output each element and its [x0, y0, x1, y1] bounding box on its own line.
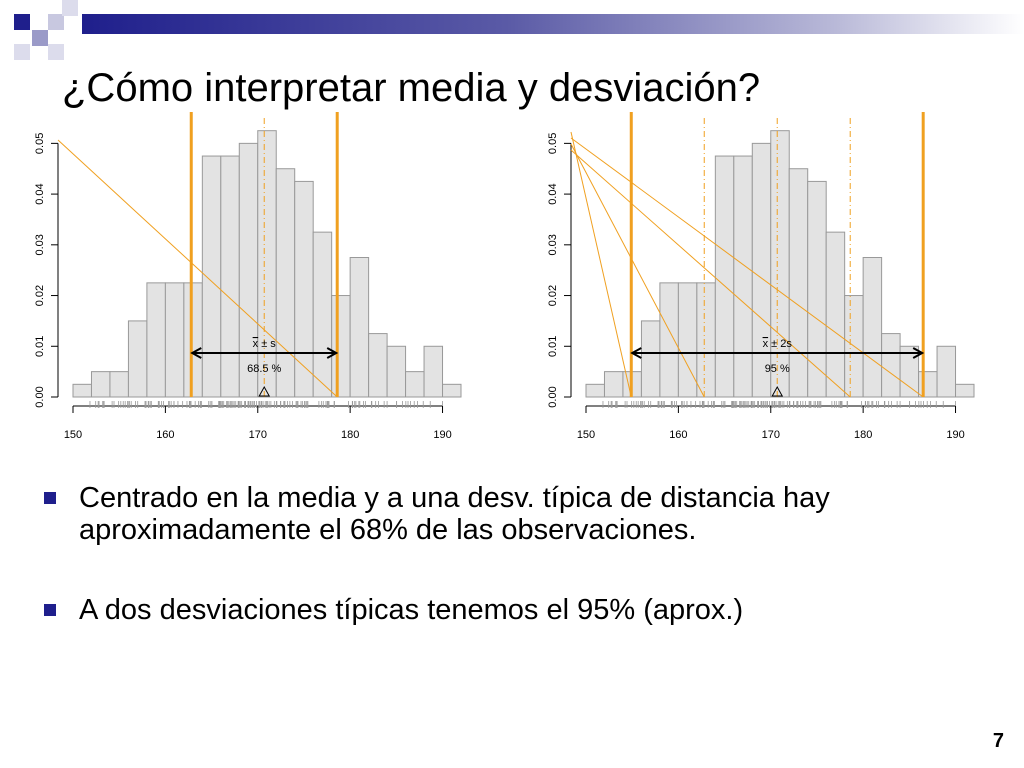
histogram-bar — [109, 371, 129, 398]
x-tick-label: 170 — [249, 429, 267, 441]
histogram-bar — [442, 383, 462, 398]
x-tick-label: 180 — [341, 429, 359, 441]
arrow-head-right-icon — [326, 347, 339, 359]
histogram-bar — [368, 333, 388, 398]
x-tick-label: 160 — [669, 429, 687, 441]
histogram-bar — [220, 155, 240, 398]
y-tick-label: 0.01 — [547, 336, 559, 357]
histogram-bar — [918, 371, 938, 398]
y-tick-label: 0.02 — [547, 285, 559, 306]
mean-triangle-icon — [771, 385, 784, 397]
mean-symbol: x — [253, 338, 259, 350]
histogram-bar — [936, 345, 957, 398]
decoration-square — [62, 0, 78, 16]
histogram-bar — [312, 231, 333, 398]
bullet-item: A dos desviaciones típicas tenemos el 95… — [38, 594, 998, 626]
histogram-chart-one-sd: 0.00 0.01 0.02 0.03 0.04 0.05 150 160 170 180 190 x… — [20, 110, 470, 455]
histogram-bar — [201, 155, 222, 398]
y-tick-label: 0.05 — [547, 133, 559, 154]
y-tick-label: 0.04 — [547, 183, 559, 204]
arrow-head-left-icon — [630, 347, 642, 359]
histogram-bar — [677, 282, 698, 398]
histogram-bar — [127, 320, 148, 398]
arrow-head-right-icon — [912, 347, 925, 359]
histogram-bar — [423, 345, 444, 398]
y-tick-label: 0.00 — [547, 386, 559, 407]
x-tick-label: 190 — [433, 429, 451, 441]
histogram-bar — [146, 282, 166, 398]
histogram-bar — [603, 371, 624, 398]
histogram-bar — [183, 282, 203, 398]
decoration-square — [48, 14, 64, 30]
bullet-square-icon — [44, 492, 56, 504]
histogram-bar — [331, 295, 351, 398]
decoration-square — [14, 14, 30, 30]
slide-title: ¿Cómo interpretar media y desviación? — [62, 66, 761, 110]
interval-percent-label: 95 % — [765, 363, 790, 375]
histogram-bar — [90, 371, 111, 398]
histogram-svg: 0.00 0.01 0.02 0.03 0.04 0.05 150 160 170 180 190 x… — [34, 112, 462, 441]
interval-percent-label: 68.5 % — [247, 363, 281, 375]
x-tick-label: 150 — [577, 429, 595, 441]
histogram-bar — [955, 383, 975, 398]
y-tick-label: 0.04 — [34, 183, 46, 204]
guide-line — [57, 139, 338, 398]
y-tick-label: 0.01 — [34, 336, 46, 357]
guide-line — [570, 143, 705, 398]
decoration-square — [48, 44, 64, 60]
interval-label-suffix: ± s — [258, 338, 276, 350]
histogram-bar — [294, 180, 314, 398]
histogram-bar — [238, 142, 259, 398]
y-tick-label: 0.03 — [34, 234, 46, 255]
y-tick-label: 0.02 — [34, 285, 46, 306]
histogram-bar — [714, 155, 735, 398]
arrow-head-left-icon — [190, 347, 202, 359]
interval-label: x ± s — [253, 338, 277, 350]
x-tick-label: 190 — [946, 429, 964, 441]
mean-symbol: x — [763, 338, 769, 350]
title-decoration-band — [82, 14, 1024, 34]
decoration-square — [14, 44, 30, 60]
histogram-bar — [349, 257, 370, 398]
guide-line — [570, 131, 632, 398]
mean-triangle-icon — [258, 385, 271, 397]
histogram-svg: 0.00 0.01 0.02 0.03 0.04 0.05 150 160 170 180 190 x… — [547, 112, 975, 441]
histogram-bar — [659, 282, 679, 398]
y-tick-label: 0.00 — [34, 386, 46, 407]
histogram-bar — [164, 282, 185, 398]
x-tick-label: 160 — [156, 429, 174, 441]
x-tick-label: 180 — [854, 429, 872, 441]
histogram-bar — [585, 383, 605, 398]
y-tick-label: 0.05 — [34, 133, 46, 154]
histogram-bar — [825, 231, 846, 398]
x-tick-label: 150 — [64, 429, 82, 441]
histogram-bar — [696, 282, 716, 398]
histogram-chart-two-sd: 0.00 0.01 0.02 0.03 0.04 0.05 150 160 170 180 190 x… — [533, 110, 983, 455]
histogram-bar — [770, 130, 790, 398]
interval-label: x ± 2s — [763, 338, 793, 350]
histogram-bar — [733, 155, 753, 398]
bullet-text: A dos desviaciones típicas tenemos el 95… — [79, 594, 744, 626]
bullet-text: Centrado en la media y a una desv. típic… — [79, 482, 830, 546]
guide-line — [570, 149, 851, 398]
histogram-bar — [640, 320, 661, 398]
histogram-bar — [386, 345, 407, 398]
histogram-bar — [257, 130, 277, 398]
x-tick-label: 170 — [762, 429, 780, 441]
y-tick-label: 0.03 — [547, 234, 559, 255]
decoration-square — [32, 30, 48, 46]
bullet-item: Centrado en la media y a una desv. típic… — [38, 482, 998, 546]
interval-label-suffix: ± 2s — [768, 338, 792, 350]
bullet-list: Centrado en la media y a una desv. típic… — [38, 482, 998, 674]
histogram-bar — [881, 333, 901, 398]
page-number: 7 — [992, 730, 1004, 752]
bullet-square-icon — [44, 604, 56, 616]
histogram-bar — [405, 371, 425, 398]
histogram-bar — [788, 168, 809, 398]
histogram-bar — [751, 142, 772, 398]
histogram-bar — [862, 257, 883, 398]
histogram-bar — [72, 383, 92, 398]
histogram-bar — [807, 180, 827, 398]
